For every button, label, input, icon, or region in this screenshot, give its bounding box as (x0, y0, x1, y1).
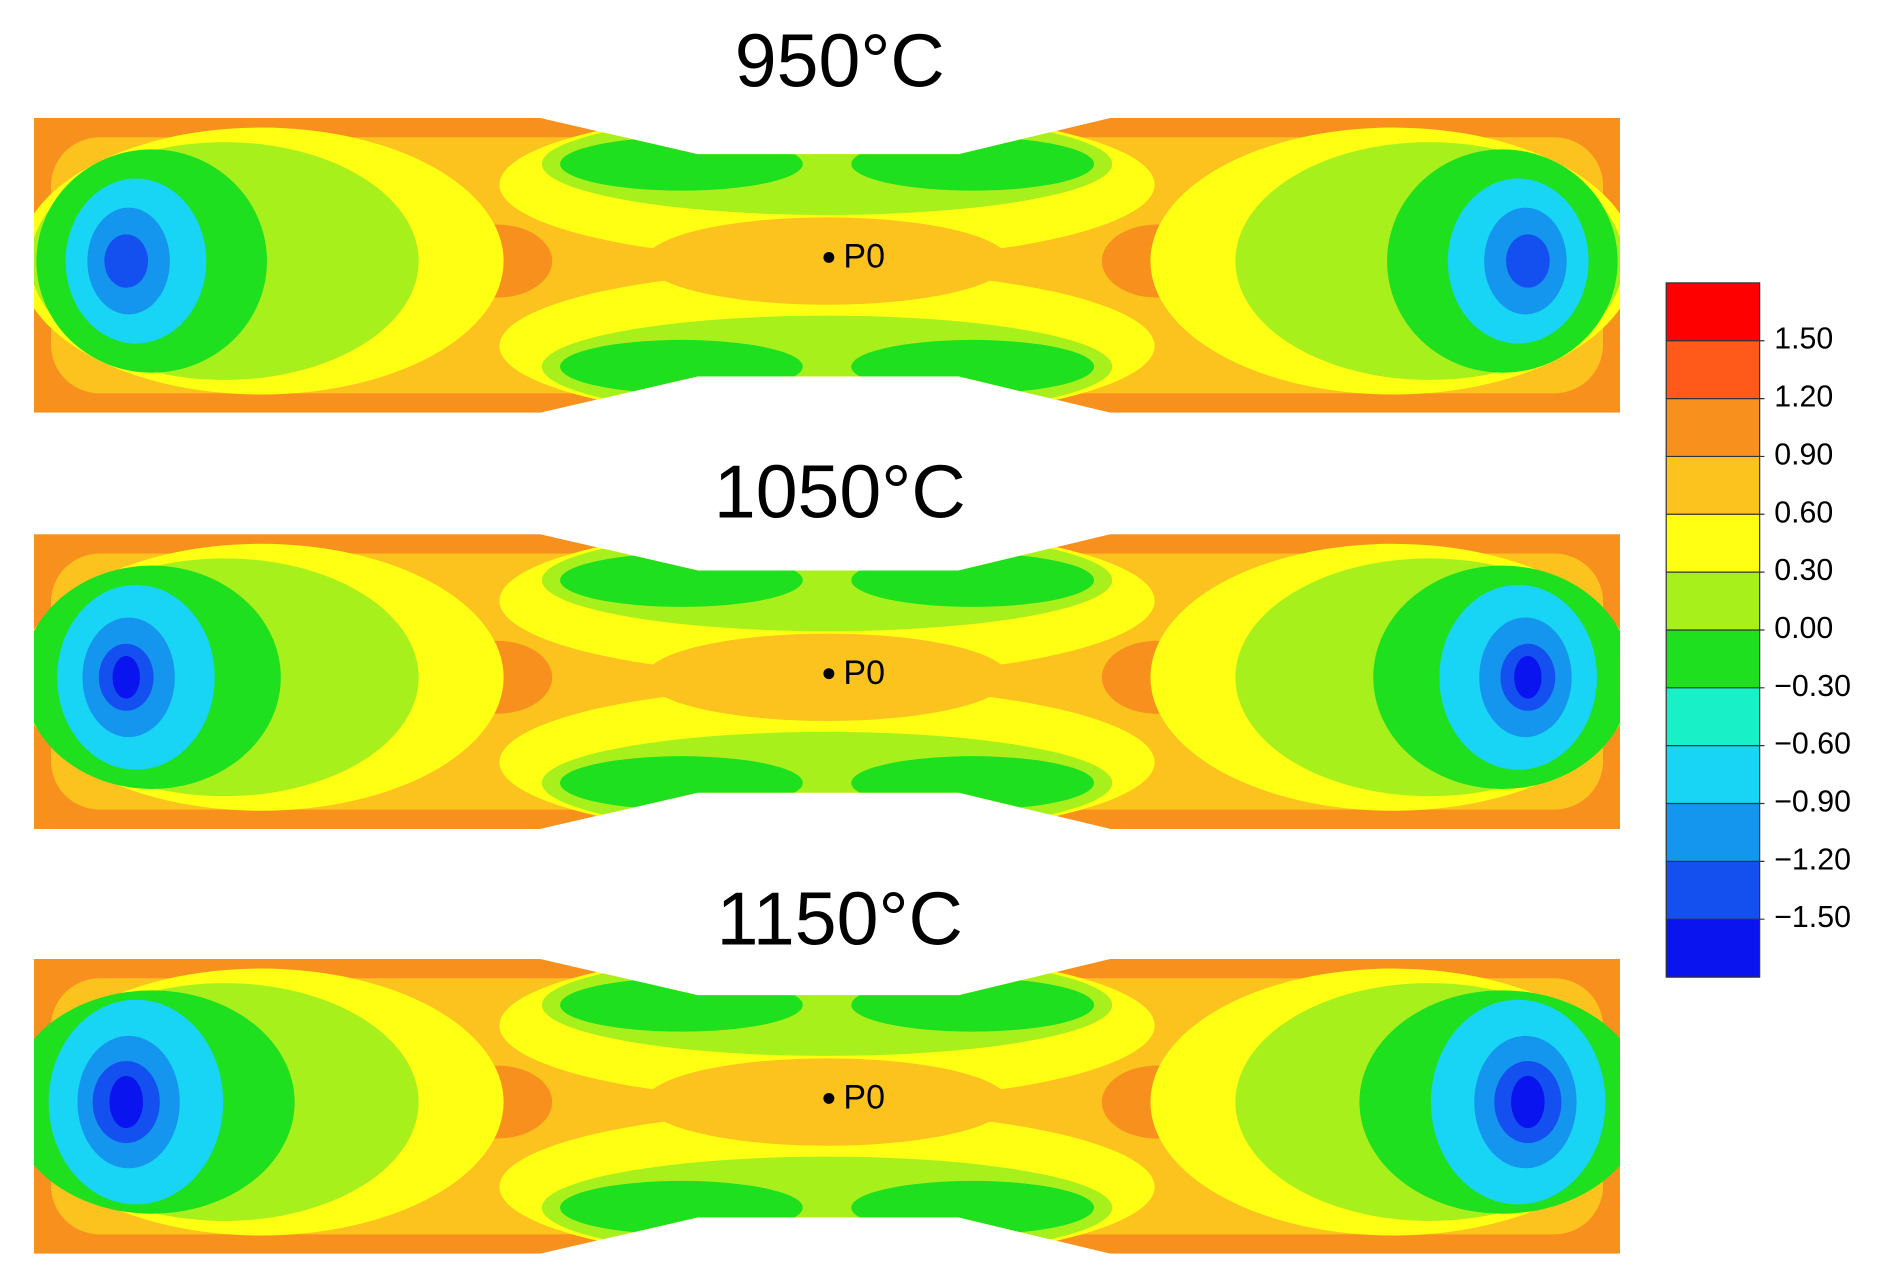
colorbar-band (1666, 340, 1760, 400)
colorbar-tick-label: 0.00 (1774, 612, 1833, 645)
colorbar-tick-label: 1.50 (1774, 323, 1833, 356)
panel-title: 1150°C (717, 877, 963, 961)
contour-panel (33, 958, 1621, 1254)
region (112, 655, 140, 699)
region (851, 978, 1095, 1032)
point-label: P0 (843, 1079, 885, 1117)
contour-panel (33, 117, 1621, 413)
colorbar-band (1666, 572, 1760, 631)
region (560, 756, 803, 810)
point-marker (823, 1092, 835, 1104)
region (560, 1180, 803, 1235)
region (109, 1075, 144, 1129)
region (851, 756, 1095, 810)
colorbar-tick-label: 0.30 (1774, 554, 1833, 587)
colorbar-tick-label: −0.90 (1774, 786, 1851, 819)
region (560, 339, 803, 394)
panel-title: 950°C (735, 19, 945, 103)
colorbar-band (1666, 282, 1760, 342)
colorbar-band (1666, 919, 1760, 978)
colorbar-band (1666, 514, 1760, 573)
region (851, 553, 1095, 607)
colorbar-tick-label: −1.50 (1774, 901, 1851, 934)
colorbar-band (1666, 456, 1760, 515)
region (560, 137, 803, 191)
region (851, 1180, 1095, 1235)
region (1506, 234, 1550, 288)
point-marker (823, 668, 835, 680)
colorbar: 1.50 1.20 0.90 0.60 0.30 0.00 −0.30 −0.60 −0.90 −… (1665, 282, 1851, 978)
region (560, 978, 803, 1032)
point-label: P0 (843, 654, 885, 692)
point-label: P0 (843, 238, 885, 276)
region (560, 553, 803, 607)
region (1514, 655, 1542, 699)
colorbar-band (1666, 745, 1760, 805)
colorbar-band (1666, 398, 1760, 458)
region (1511, 1075, 1545, 1129)
colorbar-band (1666, 629, 1760, 689)
colorbar-tick-label: −1.20 (1774, 843, 1851, 876)
contour-panel (33, 534, 1621, 829)
colorbar-tick-label: 0.90 (1774, 438, 1833, 471)
colorbar-tick-label: 0.60 (1774, 496, 1833, 529)
colorbar-band (1666, 803, 1760, 862)
point-marker (823, 251, 835, 263)
region (851, 339, 1095, 394)
colorbar-tick-label: 1.20 (1774, 381, 1833, 414)
colorbar-band (1666, 861, 1760, 920)
colorbar-tick-label: −0.30 (1774, 670, 1851, 703)
region (851, 137, 1095, 191)
colorbar-band (1666, 687, 1760, 747)
panel-title: 1050°C (714, 450, 966, 534)
region (104, 234, 149, 288)
colorbar-tick-label: −0.60 (1774, 728, 1851, 761)
